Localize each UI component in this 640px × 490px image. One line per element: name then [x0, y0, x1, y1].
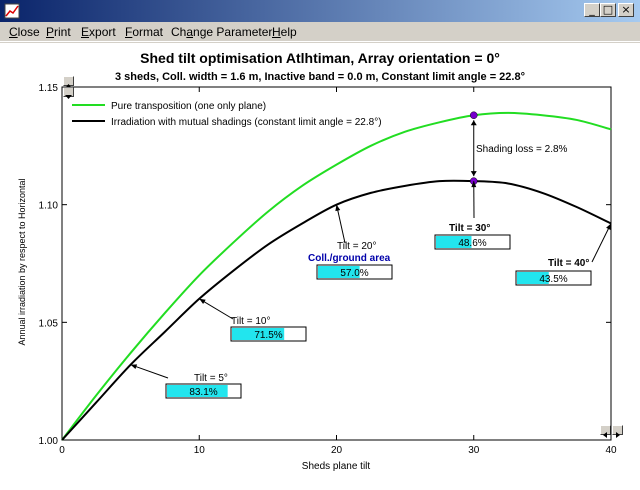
chart-title: Shed tilt optimisation Atlhtiman, Array …	[140, 50, 500, 66]
app-icon	[4, 3, 20, 19]
scroll-right-button[interactable]	[612, 425, 623, 438]
scroll-up-button[interactable]	[63, 76, 74, 88]
menu-help-label: elp	[280, 25, 297, 39]
minimize-button[interactable]: _	[584, 3, 600, 17]
right-arrow-icon	[616, 432, 620, 438]
menu-change-parameter-accel: a	[186, 25, 194, 39]
menu-change-parameter-label: nge Parameter	[193, 25, 273, 39]
maximize-button[interactable]: □	[600, 3, 616, 17]
menu-export-accel: E	[81, 25, 90, 39]
down-arrow-icon	[65, 95, 72, 99]
window-titlebar: _ □ ×	[0, 0, 640, 22]
menu-format[interactable]: Format	[125, 25, 163, 39]
menu-format-label: ormat	[132, 25, 164, 39]
chart-subtitle: 3 sheds, Coll. width = 1.6 m, Inactive b…	[115, 71, 525, 83]
menu-change-parameter-pre: Ch	[171, 25, 187, 39]
menu-help[interactable]: Help	[272, 25, 297, 39]
menu-close-label: lose	[17, 25, 40, 39]
scroll-down-button[interactable]	[63, 87, 74, 99]
menu-bar: Close Print Export Format Change Paramet…	[0, 22, 640, 42]
menu-print-accel: P	[46, 25, 55, 39]
menu-export-label: xport	[89, 25, 116, 39]
menu-print-label: rint	[54, 25, 71, 39]
chart-area	[0, 43, 640, 490]
menu-close-accel: C	[9, 25, 18, 39]
menu-export[interactable]: Export	[81, 25, 116, 39]
menu-format-accel: F	[125, 25, 133, 39]
menu-print[interactable]: Print	[46, 25, 71, 39]
left-arrow-icon	[603, 432, 607, 438]
menu-close[interactable]: Close	[9, 25, 40, 39]
menu-help-accel: H	[272, 25, 281, 39]
scroll-left-button[interactable]	[600, 425, 611, 438]
menu-change-parameter[interactable]: Change Parameter	[171, 25, 272, 39]
close-window-button[interactable]: ×	[618, 3, 634, 17]
